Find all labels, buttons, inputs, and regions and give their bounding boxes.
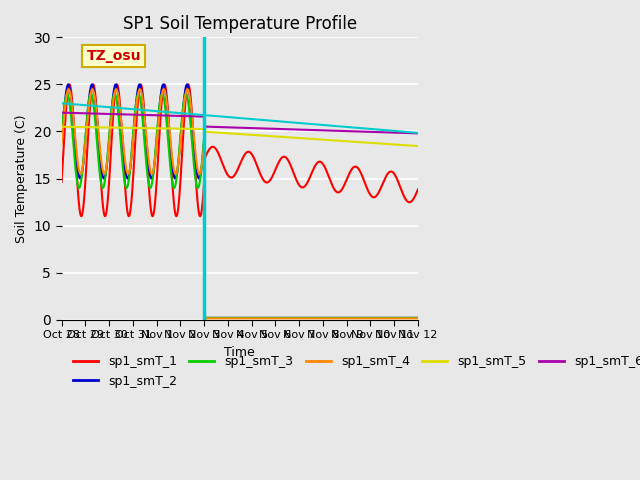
sp1_smT_2	[195, 175, 202, 181]
sp1_smT_5	[99, 124, 106, 130]
Line: sp1_smT_5: sp1_smT_5	[61, 127, 418, 146]
sp1_smT_1	[210, 144, 218, 150]
sp1_smT_2	[120, 148, 127, 154]
sp1_smT_6	[99, 111, 106, 117]
sp1_smT_3	[195, 185, 202, 191]
sp1_smT_3	[414, 315, 422, 321]
sp1_smT_2	[58, 138, 65, 144]
Text: TZ_osu: TZ_osu	[86, 49, 141, 63]
sp1_smT_5	[210, 130, 218, 135]
sp1_smT_5	[120, 125, 127, 131]
sp1_smT_2	[414, 315, 422, 321]
Line: sp1_smT_7: sp1_smT_7	[61, 103, 418, 133]
Line: sp1_smT_4: sp1_smT_4	[61, 89, 418, 318]
sp1_smT_3	[63, 91, 71, 96]
sp1_smT_2	[200, 315, 208, 321]
sp1_smT_6	[120, 111, 127, 117]
sp1_smT_1	[99, 198, 106, 204]
Title: SP1 Soil Temperature Profile: SP1 Soil Temperature Profile	[123, 15, 357, 33]
sp1_smT_1	[195, 207, 202, 213]
sp1_smT_4	[210, 315, 218, 321]
sp1_smT_7	[195, 112, 202, 118]
sp1_smT_5	[407, 143, 415, 148]
sp1_smT_3	[58, 133, 65, 139]
sp1_smT_2	[99, 171, 106, 177]
sp1_smT_1	[120, 160, 127, 166]
sp1_smT_7	[58, 100, 65, 106]
sp1_smT_5	[58, 124, 65, 130]
sp1_smT_3	[408, 315, 415, 321]
sp1_smT_2	[369, 315, 377, 321]
sp1_smT_3	[200, 315, 208, 321]
Line: sp1_smT_1: sp1_smT_1	[61, 84, 418, 216]
sp1_smT_3	[369, 315, 377, 321]
sp1_smT_3	[210, 315, 218, 321]
sp1_smT_3	[99, 185, 106, 191]
sp1_smT_4	[58, 141, 65, 147]
sp1_smT_5	[414, 143, 422, 149]
sp1_smT_1	[77, 213, 85, 219]
sp1_smT_7	[120, 106, 127, 111]
Legend: sp1_smT_1, sp1_smT_2, sp1_smT_3, sp1_smT_4, sp1_smT_5, sp1_smT_6, sp1_smT_7: sp1_smT_1, sp1_smT_2, sp1_smT_3, sp1_smT…	[68, 350, 640, 393]
Line: sp1_smT_6: sp1_smT_6	[61, 113, 418, 133]
Y-axis label: Soil Temperature (C): Soil Temperature (C)	[15, 114, 28, 243]
sp1_smT_2	[408, 315, 415, 321]
sp1_smT_6	[414, 131, 422, 136]
sp1_smT_7	[369, 126, 376, 132]
sp1_smT_4	[369, 315, 377, 321]
sp1_smT_6	[369, 129, 376, 135]
sp1_smT_7	[210, 113, 218, 119]
sp1_smT_6	[195, 114, 202, 120]
sp1_smT_4	[408, 315, 415, 321]
sp1_smT_1	[408, 199, 415, 204]
sp1_smT_6	[407, 130, 415, 136]
sp1_smT_4	[195, 169, 202, 175]
sp1_smT_7	[99, 104, 106, 109]
sp1_smT_2	[183, 82, 191, 87]
Line: sp1_smT_3: sp1_smT_3	[61, 94, 418, 318]
sp1_smT_4	[120, 143, 127, 148]
sp1_smT_4	[184, 86, 191, 92]
X-axis label: Time: Time	[225, 346, 255, 359]
sp1_smT_6	[58, 110, 65, 116]
sp1_smT_4	[99, 165, 106, 170]
sp1_smT_3	[120, 170, 127, 176]
sp1_smT_6	[210, 124, 218, 130]
sp1_smT_7	[414, 130, 422, 136]
sp1_smT_1	[58, 179, 65, 185]
sp1_smT_5	[195, 126, 202, 132]
sp1_smT_1	[369, 194, 377, 200]
Line: sp1_smT_2: sp1_smT_2	[61, 84, 418, 318]
sp1_smT_5	[369, 140, 376, 146]
sp1_smT_4	[414, 315, 422, 321]
sp1_smT_7	[407, 130, 415, 135]
sp1_smT_4	[200, 315, 208, 321]
sp1_smT_1	[66, 82, 74, 87]
sp1_smT_2	[210, 315, 218, 321]
sp1_smT_1	[414, 187, 422, 192]
